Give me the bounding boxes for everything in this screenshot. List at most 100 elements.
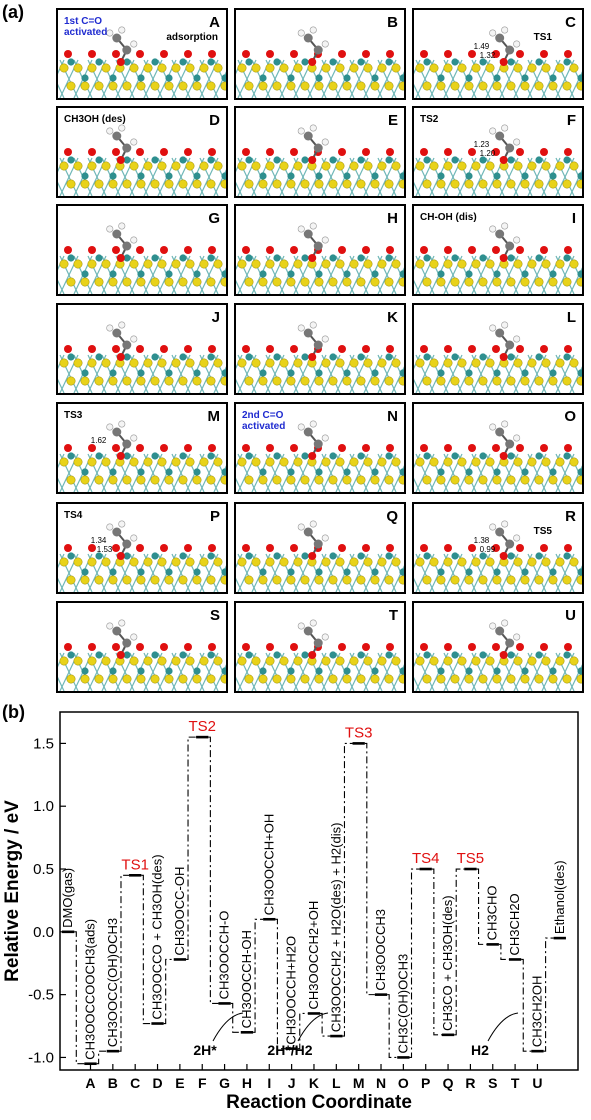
slab-illustration — [58, 420, 226, 492]
connector-line — [342, 742, 353, 1037]
tile-letter: N — [387, 408, 398, 425]
y-tick-label: 0.5 — [33, 861, 54, 878]
connector-line — [521, 958, 532, 1052]
step-label: CH3OOCCH+H2O — [284, 936, 299, 1045]
panel-a-label: (a) — [2, 2, 24, 22]
slab-illustration — [414, 222, 582, 294]
connector-line — [409, 868, 420, 1058]
x-tick-label: C — [130, 1075, 140, 1091]
tile-letter: F — [566, 112, 576, 129]
slab-illustration — [414, 26, 582, 98]
tile-note: 1st C=O activated — [64, 16, 108, 38]
tile-note: CH3OH (des) — [64, 114, 126, 125]
x-tick-label: D — [152, 1075, 162, 1091]
slab-illustration — [236, 124, 404, 196]
panel-b-label: (b) — [2, 702, 25, 722]
connector-line — [320, 1012, 331, 1037]
x-tick-label: P — [421, 1075, 430, 1091]
tile-letter: C — [565, 14, 576, 31]
connector-line — [454, 868, 465, 1036]
tile-note: TS3 — [64, 410, 83, 421]
connector-line — [297, 1012, 308, 1050]
ts-label: TS5 — [457, 850, 485, 867]
structure-tile-i: I CH-OH (dis) — [412, 204, 584, 296]
y-tick-label: -0.5 — [28, 987, 54, 1004]
y-tick-label: 1.0 — [33, 798, 54, 815]
structure-tile-k: K — [234, 303, 406, 395]
tile-letter: D — [209, 112, 220, 129]
connector-line — [96, 1050, 107, 1065]
connector-line — [431, 868, 442, 1036]
annotation-text: 2H* — [193, 1042, 217, 1058]
slab-illustration — [58, 321, 226, 393]
y-tick-label: -1.0 — [28, 1049, 54, 1066]
connector-line — [476, 868, 487, 945]
connector-line — [118, 874, 130, 1052]
step-label: CH3OOCCH3 — [373, 909, 388, 991]
annotation-text: H2 — [471, 1042, 489, 1058]
structure-tile-a: A 1st C=O activated adsorption — [56, 8, 228, 100]
structure-tile-d: D CH3OH (des) — [56, 106, 228, 198]
annotation-text: 2H*/H2 — [267, 1042, 312, 1058]
tile-letter: A — [209, 14, 220, 31]
tile-letter: O — [564, 408, 576, 425]
annotation-arrow — [212, 1012, 244, 1042]
x-tick-label: R — [465, 1075, 475, 1091]
tile-letter: G — [208, 210, 220, 227]
structure-tile-t: T — [234, 601, 406, 693]
x-tick-label: K — [309, 1075, 319, 1091]
step-label: CH3OOCCH2+OH — [306, 901, 321, 1010]
slab-illustration — [236, 619, 404, 691]
slab-illustration — [236, 321, 404, 393]
structure-tile-u: U — [412, 601, 584, 693]
slab-illustration — [58, 520, 226, 592]
ts-label: TS1 — [121, 856, 149, 873]
slab-illustration — [414, 420, 582, 492]
tile-letter: L — [566, 309, 576, 326]
slab-illustration — [414, 124, 582, 196]
y-tick-label: 0.0 — [33, 924, 54, 941]
slab-illustration — [414, 619, 582, 691]
structure-tile-h: H — [234, 204, 406, 296]
tile-letter: J — [211, 309, 220, 326]
connector-line — [208, 736, 219, 1004]
step-label: CH3C(OH)OCH3 — [395, 954, 410, 1054]
panel-b: (b) -1.0 -0.5 0.0 0.5 1.0 1.5 Relative Energy … — [0, 700, 591, 1115]
x-tick-label: E — [175, 1075, 184, 1091]
structure-tile-b: B — [234, 8, 406, 100]
tile-letter: E — [387, 112, 398, 129]
slab-illustration — [236, 222, 404, 294]
tile-letter: R — [565, 508, 576, 525]
connector-line — [74, 931, 85, 1065]
x-axis-label: Reaction Coordinate — [226, 1092, 412, 1113]
structure-tile-o: O — [412, 402, 584, 494]
step-label: CH3CH2OH — [529, 976, 544, 1048]
structure-tile-c: C TS1 1.49 1.32 — [412, 8, 584, 100]
tile-note: TS4 — [64, 510, 83, 521]
step-label: Ethanol(des) — [552, 860, 567, 934]
step-label: DMO(gas) — [60, 868, 75, 928]
tile-letter: M — [207, 408, 221, 425]
step-label: CH3CO + CH3OH(des) — [440, 895, 455, 1030]
x-tick-label: U — [532, 1075, 542, 1091]
tile-letter: K — [387, 309, 398, 326]
connector-line — [498, 943, 509, 961]
x-tick-label: J — [288, 1075, 296, 1091]
y-axis-label: Relative Energy / eV — [2, 800, 23, 982]
tile-letter: S — [209, 607, 220, 624]
x-tick-label: T — [511, 1075, 520, 1091]
structure-tile-f: F TS2 1.23 1.20 — [412, 106, 584, 198]
x-tick-label: G — [219, 1075, 230, 1091]
x-tick-label: B — [108, 1075, 118, 1091]
slab-illustration — [236, 420, 404, 492]
structure-tile-m: M TS3 1.62 — [56, 402, 228, 494]
x-tick-label: M — [353, 1075, 365, 1091]
connector-line — [364, 742, 375, 996]
step-label: CH3OOCCH2 + H2O(des) + H2(dis) — [328, 823, 343, 1033]
tile-letter: B — [387, 14, 398, 31]
step-label: CH3OOCCOOCH3(ads) — [82, 919, 97, 1060]
energy-profile-chart: -1.0 -0.5 0.0 0.5 1.0 1.5 Relative Energy / eV… — [2, 711, 579, 1113]
structure-tile-p: P TS4 1.34 1.53 — [56, 502, 228, 594]
tile-letter: U — [565, 607, 576, 624]
x-tick-label: H — [242, 1075, 252, 1091]
